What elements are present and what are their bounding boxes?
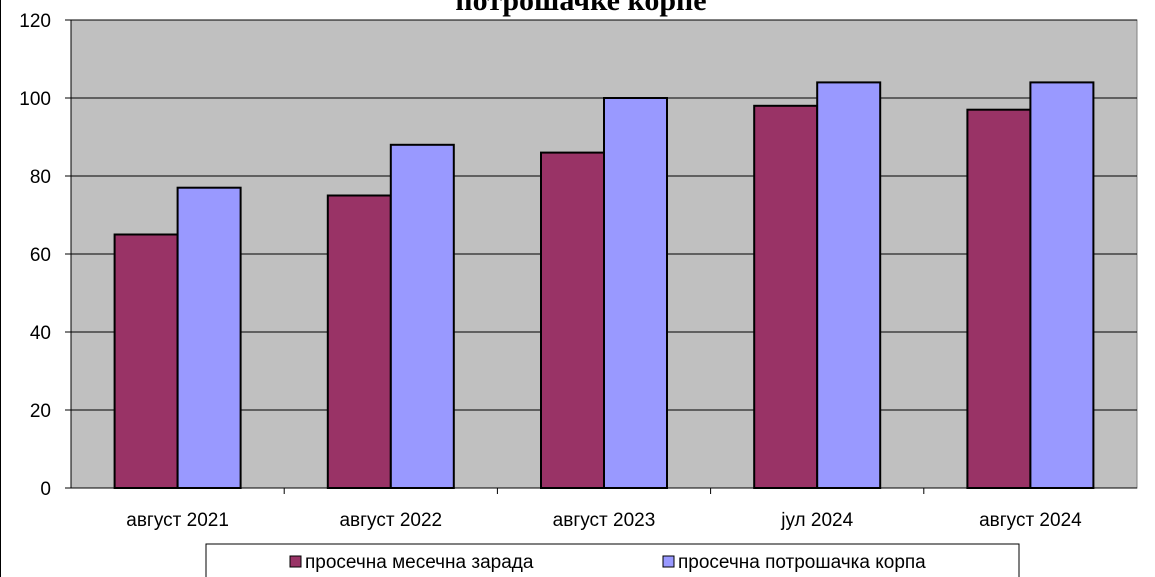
bars <box>113 81 1095 490</box>
y-tick-label: 120 <box>19 11 51 32</box>
legend: просечна месечна зарада просечна потрошач… <box>205 543 1020 577</box>
legend-swatch <box>662 555 675 568</box>
axes: 0 20 40 60 80 100 120 август 2021 август 2022 авг… <box>19 11 1137 531</box>
y-tick-label: 40 <box>30 323 51 344</box>
y-tick-label: 60 <box>30 245 51 266</box>
x-tick-label: август 2024 <box>979 510 1082 531</box>
y-tick-label: 0 <box>40 479 51 500</box>
bar <box>113 233 179 489</box>
legend-label: просечна потрошачка корпа <box>678 552 926 573</box>
x-tick-label: август 2022 <box>339 510 442 531</box>
legend-box <box>205 543 1020 577</box>
bar <box>389 143 455 490</box>
bar <box>966 108 1032 489</box>
x-tick-label: јул 2024 <box>780 510 853 531</box>
y-tick-label: 20 <box>30 401 51 422</box>
bar <box>816 81 882 490</box>
x-tick-label: август 2021 <box>126 510 229 531</box>
y-tick-label: 100 <box>19 89 51 110</box>
legend-swatch <box>289 555 302 568</box>
x-tick-label: август 2023 <box>553 510 656 531</box>
bar <box>176 186 242 489</box>
bar <box>603 97 668 489</box>
bar <box>1029 81 1095 490</box>
legend-label: просечна месечна зарада <box>305 552 534 573</box>
bar <box>326 194 392 489</box>
bar <box>540 151 605 489</box>
chart-title: потрошачке корпе <box>455 0 706 17</box>
y-tick-label: 80 <box>30 167 51 188</box>
bar <box>753 104 819 490</box>
